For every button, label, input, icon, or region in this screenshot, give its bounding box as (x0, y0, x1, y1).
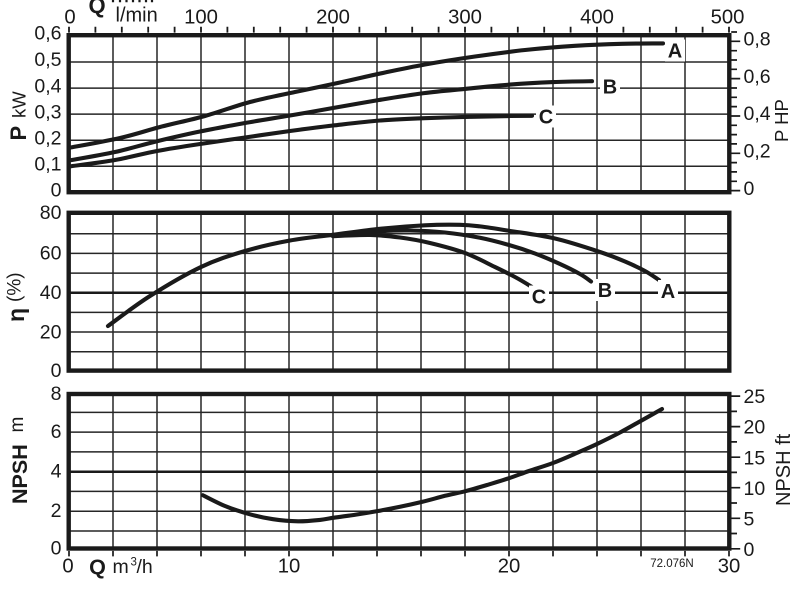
svg-text:0,8: 0,8 (744, 29, 771, 51)
svg-text:kW: kW (9, 91, 30, 118)
svg-text:0: 0 (51, 360, 62, 382)
svg-text:0,3: 0,3 (34, 101, 61, 123)
svg-text:0,2: 0,2 (34, 127, 61, 149)
svg-text:20: 20 (498, 556, 521, 578)
svg-text:m: m (7, 417, 28, 433)
svg-text:m: m (113, 556, 129, 578)
svg-text:B: B (598, 280, 612, 302)
svg-text:0: 0 (64, 7, 75, 29)
svg-text:10: 10 (744, 478, 766, 500)
svg-text:40: 40 (40, 282, 62, 304)
svg-text:0: 0 (62, 556, 73, 578)
svg-text:15: 15 (744, 447, 766, 469)
svg-text:Q: Q (88, 0, 105, 18)
svg-text:4: 4 (51, 461, 62, 483)
svg-text:0: 0 (744, 178, 755, 200)
svg-text:B: B (603, 77, 617, 99)
svg-text:0: 0 (51, 179, 62, 201)
svg-text:NPSH: NPSH (8, 444, 32, 504)
svg-text:60: 60 (40, 243, 62, 265)
svg-text:500: 500 (711, 7, 745, 29)
svg-text:0,2: 0,2 (744, 141, 771, 163)
svg-text:3: 3 (131, 557, 137, 569)
svg-text:20: 20 (744, 417, 766, 439)
svg-text:NPSH ft: NPSH ft (773, 433, 795, 506)
svg-text:5: 5 (744, 508, 755, 530)
svg-text:C: C (539, 107, 553, 129)
svg-text:200: 200 (316, 7, 350, 29)
svg-text:P HP: P HP (771, 99, 792, 142)
svg-text:0,6: 0,6 (34, 22, 61, 44)
svg-text:80: 80 (40, 202, 62, 224)
svg-text:η: η (3, 308, 29, 322)
svg-text:0,4: 0,4 (34, 75, 61, 97)
svg-text:0,1: 0,1 (34, 153, 61, 175)
svg-text:0,4: 0,4 (744, 103, 771, 125)
svg-text:l/min: l/min (116, 5, 158, 27)
svg-text:20: 20 (40, 321, 62, 343)
svg-text:0: 0 (51, 537, 62, 559)
svg-text:0,6: 0,6 (744, 66, 771, 88)
svg-text:6: 6 (51, 421, 62, 443)
svg-text:P: P (6, 126, 31, 141)
svg-text:(%): (%) (5, 272, 26, 302)
svg-text:30: 30 (718, 556, 741, 578)
svg-text:C: C (532, 287, 546, 309)
svg-text:300: 300 (448, 7, 482, 29)
svg-text:Q: Q (89, 555, 106, 579)
svg-text:A: A (661, 281, 675, 303)
svg-text:8: 8 (51, 383, 62, 405)
svg-text:/h: /h (137, 556, 153, 578)
svg-text:25: 25 (744, 386, 766, 408)
svg-text:A: A (668, 41, 682, 63)
svg-text:72.076N: 72.076N (650, 558, 693, 570)
svg-text:2: 2 (51, 500, 62, 522)
svg-text:100: 100 (184, 7, 218, 29)
svg-text:0: 0 (744, 539, 755, 561)
svg-text:10: 10 (278, 556, 301, 578)
svg-text:0,5: 0,5 (34, 49, 61, 71)
svg-text:400: 400 (580, 7, 614, 29)
